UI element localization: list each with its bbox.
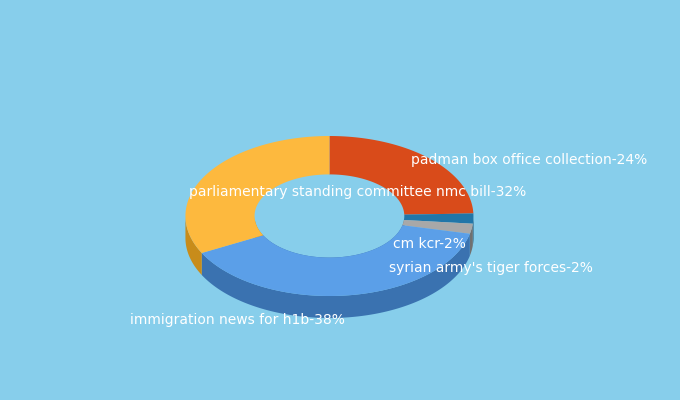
Text: cm kcr-2%: cm kcr-2%	[394, 237, 466, 251]
Polygon shape	[470, 224, 473, 256]
Polygon shape	[329, 136, 473, 215]
Polygon shape	[254, 216, 263, 257]
Polygon shape	[263, 225, 403, 280]
Text: padman box office collection-24%: padman box office collection-24%	[411, 153, 647, 167]
Polygon shape	[202, 234, 470, 318]
Polygon shape	[186, 216, 202, 275]
Text: parliamentary standing committee nmc bill-32%: parliamentary standing committee nmc bil…	[190, 185, 527, 199]
Text: immigration news for h1b-38%: immigration news for h1b-38%	[130, 313, 345, 327]
Polygon shape	[403, 220, 404, 247]
Polygon shape	[404, 214, 473, 224]
Polygon shape	[202, 225, 470, 296]
Polygon shape	[186, 136, 329, 253]
Text: syrian army's tiger forces-2%: syrian army's tiger forces-2%	[390, 261, 594, 275]
Polygon shape	[403, 220, 473, 234]
